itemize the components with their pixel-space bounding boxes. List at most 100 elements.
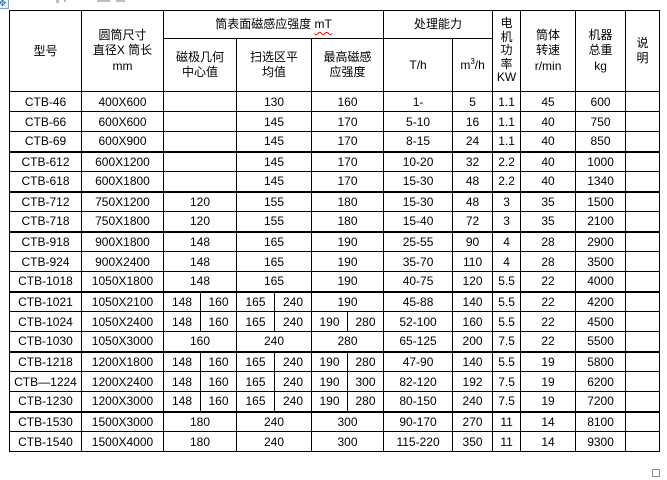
cell-rpm[interactable]: 22 <box>520 290 577 312</box>
cell-size[interactable]: 1500X3000 <box>81 410 164 432</box>
cell-size[interactable]: 1200X3000 <box>81 391 164 412</box>
cell-weight-kg[interactable]: 1500 <box>575 190 627 212</box>
cell-model[interactable]: CTB-1024 <box>9 311 82 332</box>
cell-size[interactable]: 1200X1800 <box>81 350 164 372</box>
cell-m3h[interactable]: 160 <box>452 311 494 332</box>
cell-size[interactable]: 750X1800 <box>81 211 164 232</box>
cell-model[interactable]: CTB-1218 <box>9 350 82 372</box>
cell-pole-center[interactable]: 148 <box>163 251 237 272</box>
cell-max-intensity-a[interactable]: 190 <box>311 391 348 412</box>
cell-tph[interactable]: 40-75 <box>383 271 454 292</box>
cell-rpm[interactable]: 40 <box>520 171 577 192</box>
cell-rpm[interactable]: 28 <box>520 251 577 272</box>
cell-rpm[interactable]: 19 <box>520 391 577 412</box>
cell-pole-center[interactable]: 148 <box>163 230 237 252</box>
cell-max-intensity[interactable]: 170 <box>310 171 385 192</box>
cell-tph[interactable]: 65-125 <box>383 331 454 352</box>
cell-weight-kg[interactable]: 4500 <box>575 311 627 332</box>
cell-note[interactable] <box>625 111 661 132</box>
cell-m3h[interactable]: 350 <box>452 431 494 452</box>
cell-pole-center[interactable]: 180 <box>163 410 237 432</box>
cell-motor-kw[interactable]: 7.5 <box>492 331 522 352</box>
cell-pole-center[interactable] <box>163 111 237 132</box>
cell-model[interactable]: CTB-1018 <box>9 271 82 292</box>
cell-note[interactable] <box>625 190 661 212</box>
cell-rpm[interactable]: 35 <box>520 190 577 212</box>
cell-m3h[interactable]: 140 <box>452 290 494 312</box>
cell-weight-kg[interactable]: 3500 <box>575 251 627 272</box>
cell-size[interactable]: 750X1200 <box>81 190 164 212</box>
cell-pole-center[interactable]: 120 <box>163 190 237 212</box>
cell-sweep-average[interactable]: 155 <box>236 211 312 232</box>
cell-motor-kw[interactable]: 1.1 <box>492 131 522 152</box>
cell-m3h[interactable]: 5 <box>452 91 494 112</box>
cell-size[interactable]: 1050X2100 <box>81 290 164 312</box>
cell-model[interactable]: CTB-66 <box>9 111 82 132</box>
cell-pole-center[interactable] <box>163 150 237 172</box>
cell-max-intensity[interactable]: 300 <box>310 431 385 452</box>
cell-weight-kg[interactable]: 7200 <box>575 391 627 412</box>
cell-rpm[interactable]: 22 <box>520 271 577 292</box>
cell-tph[interactable]: 25-55 <box>383 230 454 252</box>
cell-rpm[interactable]: 19 <box>520 371 577 392</box>
cell-motor-kw[interactable]: 5.5 <box>492 350 522 372</box>
cell-weight-kg[interactable]: 4000 <box>575 271 627 292</box>
cell-max-intensity-a[interactable]: 190 <box>311 311 348 332</box>
cell-note[interactable] <box>625 410 661 432</box>
cell-m3h[interactable]: 72 <box>452 211 494 232</box>
cell-m3h[interactable]: 240 <box>452 391 494 412</box>
cell-max-intensity-b[interactable]: 280 <box>346 391 385 412</box>
cell-motor-kw[interactable]: 1.1 <box>492 91 522 112</box>
cell-rpm[interactable]: 40 <box>520 150 577 172</box>
cell-tph[interactable]: 10-20 <box>383 150 454 172</box>
cell-sweep-average-a[interactable]: 165 <box>236 391 275 412</box>
cell-note[interactable] <box>625 271 661 292</box>
cell-motor-kw[interactable]: 1.1 <box>492 111 522 132</box>
cell-size[interactable]: 1050X1800 <box>81 271 164 292</box>
cell-m3h[interactable]: 110 <box>452 251 494 272</box>
cell-note[interactable] <box>625 391 661 412</box>
cell-weight-kg[interactable]: 850 <box>575 131 627 152</box>
cell-max-intensity[interactable]: 170 <box>310 131 385 152</box>
cell-model[interactable]: CTB-1530 <box>9 410 82 432</box>
cell-max-intensity[interactable]: 180 <box>310 211 385 232</box>
cell-weight-kg[interactable]: 5800 <box>575 350 627 372</box>
cell-max-intensity[interactable]: 280 <box>310 331 385 352</box>
cell-tph[interactable]: 45-88 <box>383 290 454 312</box>
cell-rpm[interactable]: 45 <box>520 91 577 112</box>
cell-tph[interactable]: 5-10 <box>383 111 454 132</box>
cell-weight-kg[interactable]: 5500 <box>575 331 627 352</box>
cell-sweep-average[interactable]: 240 <box>236 410 312 432</box>
cell-weight-kg[interactable]: 4200 <box>575 290 627 312</box>
cell-max-intensity[interactable]: 300 <box>310 410 385 432</box>
cell-motor-kw[interactable]: 5.5 <box>492 271 522 292</box>
cell-max-intensity-b[interactable]: 300 <box>346 371 385 392</box>
cell-note[interactable] <box>625 150 661 172</box>
cell-sweep-average[interactable]: 240 <box>236 331 312 352</box>
cell-tph[interactable]: 115-220 <box>383 431 454 452</box>
cell-pole-center-b[interactable]: 160 <box>200 391 237 412</box>
cell-motor-kw[interactable]: 11 <box>492 410 522 432</box>
cell-size[interactable]: 600X1200 <box>81 150 164 172</box>
cell-model[interactable]: CTB-46 <box>9 91 82 112</box>
cell-sweep-average[interactable]: 145 <box>236 171 312 192</box>
cell-size[interactable]: 900X2400 <box>81 251 164 272</box>
cell-max-intensity[interactable]: 170 <box>310 150 385 172</box>
cell-size[interactable]: 400X600 <box>81 91 164 112</box>
cell-sweep-average[interactable]: 165 <box>236 271 312 292</box>
cell-max-intensity[interactable]: 190 <box>310 290 385 312</box>
cell-tph[interactable]: 80-150 <box>383 391 454 412</box>
cell-sweep-average-b[interactable]: 240 <box>274 371 312 392</box>
cell-size[interactable]: 1050X3000 <box>81 331 164 352</box>
cell-motor-kw[interactable]: 4 <box>492 251 522 272</box>
cell-rpm[interactable]: 22 <box>520 331 577 352</box>
cell-size[interactable]: 1050X2400 <box>81 311 164 332</box>
cell-pole-center[interactable] <box>163 91 237 112</box>
cell-model[interactable]: CTB-924 <box>9 251 82 272</box>
cell-rpm[interactable]: 28 <box>520 230 577 252</box>
cell-note[interactable] <box>625 251 661 272</box>
cell-sweep-average[interactable]: 130 <box>236 91 312 112</box>
cell-pole-center-a[interactable]: 148 <box>163 350 201 372</box>
cell-motor-kw[interactable]: 3 <box>492 211 522 232</box>
cell-motor-kw[interactable]: 7.5 <box>492 371 522 392</box>
